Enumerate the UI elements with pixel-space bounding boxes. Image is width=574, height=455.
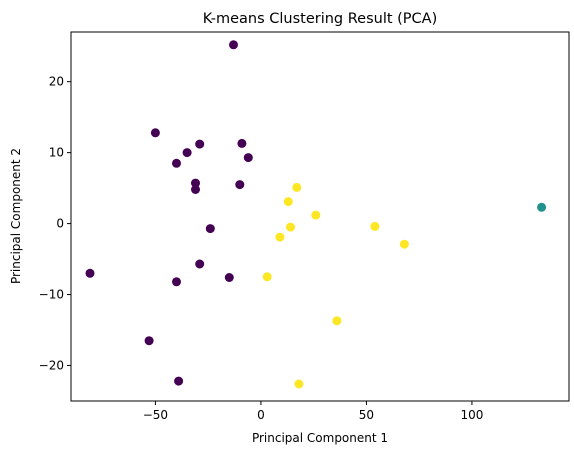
data-point-cluster-0 [243, 153, 253, 163]
plot-frame [70, 31, 570, 402]
data-point-cluster-0 [195, 259, 205, 269]
x-axis-label: Principal Component 1 [252, 431, 388, 445]
data-point-cluster-0 [224, 273, 234, 282]
x-axis-ticks: −50 0 50 100 [143, 401, 483, 422]
x-tick-label: −50 [143, 408, 168, 422]
data-point-cluster-0 [191, 185, 200, 194]
data-point-cluster-2 [286, 222, 295, 232]
data-point-cluster-2 [370, 221, 380, 231]
data-point-cluster-2 [275, 232, 285, 242]
y-axis-ticks: −20 −10 0 10 20 [39, 75, 71, 373]
data-point-cluster-0 [205, 224, 215, 234]
y-tick-label: 0 [56, 217, 64, 231]
data-point-cluster-2 [399, 239, 409, 249]
x-tick-label: 0 [257, 408, 265, 422]
chart-title: K-means Clustering Result (PCA) [203, 11, 438, 27]
data-point-cluster-2 [262, 272, 272, 282]
data-point-cluster-2 [283, 197, 293, 207]
data-point-cluster-0 [172, 158, 181, 168]
data-point-cluster-2 [292, 182, 302, 192]
data-point-cluster-0 [144, 336, 154, 346]
y-tick-label: −20 [39, 359, 64, 373]
x-tick-label: 50 [359, 408, 374, 422]
y-axis-label: Principal Component 2 [9, 148, 23, 284]
x-tick-label: 100 [460, 408, 483, 422]
data-point-cluster-2 [332, 316, 342, 326]
data-point-cluster-0 [229, 40, 238, 50]
data-point-cluster-0 [235, 180, 245, 190]
data-points [85, 40, 547, 389]
data-point-cluster-0 [191, 178, 200, 188]
data-point-cluster-2 [311, 210, 321, 220]
data-point-cluster-0 [174, 376, 184, 386]
data-point-cluster-0 [237, 138, 247, 148]
data-point-cluster-0 [182, 148, 192, 158]
data-point-cluster-2 [294, 379, 304, 389]
y-tick-label: 10 [49, 146, 64, 160]
data-point-cluster-0 [195, 139, 205, 149]
data-point-cluster-0 [150, 128, 160, 138]
y-tick-label: −10 [39, 288, 64, 302]
data-point-cluster-1 [537, 202, 547, 212]
data-point-cluster-0 [172, 277, 181, 287]
y-tick-label: 20 [49, 75, 64, 89]
data-point-cluster-0 [85, 268, 95, 278]
